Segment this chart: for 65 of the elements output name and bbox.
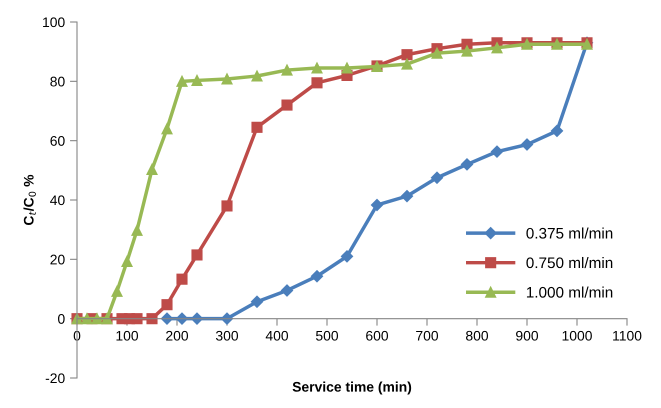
point [311, 62, 323, 74]
point [161, 123, 173, 134]
point [221, 73, 233, 85]
point [280, 284, 294, 297]
point [461, 46, 473, 57]
point [370, 198, 384, 212]
y-tick-label: 40 [50, 195, 65, 206]
y-tick-label: 100 [43, 17, 65, 28]
x-tick-label: 700 [416, 330, 438, 341]
point [131, 224, 143, 236]
point [131, 313, 143, 324]
point [121, 256, 133, 267]
point [191, 249, 203, 260]
x-tick-label: 100 [116, 330, 138, 341]
y-tick-label: 80 [50, 76, 65, 87]
legend-label: 1.000 ml/min [526, 286, 612, 298]
point [251, 122, 263, 133]
point [340, 250, 354, 262]
point [160, 312, 174, 325]
point [81, 313, 93, 324]
point [176, 274, 188, 285]
y-tick-label: 0 [58, 314, 65, 324]
point [341, 62, 353, 74]
x-tick-label: 900 [516, 330, 538, 341]
x-axis-title: Service time (min) [292, 382, 412, 395]
point [430, 172, 444, 184]
point [400, 190, 414, 202]
point [190, 312, 204, 325]
point [401, 58, 413, 70]
point [311, 77, 323, 88]
point [520, 138, 534, 151]
point [431, 48, 443, 59]
x-tick-label: 300 [216, 330, 238, 341]
x-tick-label: 1000 [562, 330, 592, 341]
y-tick-label: 20 [50, 254, 65, 265]
point [401, 49, 413, 60]
x-tick-label: 600 [366, 330, 388, 341]
x-tick-label: 200 [166, 330, 188, 341]
y-axis-title: C$_{t}$/C$_{0}$ % [23, 174, 36, 226]
point [490, 146, 504, 158]
legend-label: 0.375 ml/min [526, 227, 612, 239]
point [191, 74, 203, 86]
x-tick-label: 500 [316, 330, 338, 341]
point [251, 70, 263, 82]
point [146, 164, 158, 175]
point [221, 200, 233, 212]
point [161, 299, 173, 310]
y-tick-label: -20 [46, 373, 65, 384]
point [491, 42, 503, 54]
point [310, 270, 324, 282]
point [111, 286, 123, 297]
x-tick-label: 800 [466, 330, 488, 341]
point [550, 124, 564, 137]
x-tick-label: 400 [266, 330, 288, 341]
point [176, 312, 188, 325]
point [460, 158, 474, 170]
point [281, 100, 293, 111]
point [281, 64, 293, 76]
legend-label: 0.750 ml/min [526, 256, 612, 268]
point [220, 312, 234, 325]
y-tick-label: 60 [50, 136, 65, 146]
point [176, 76, 188, 87]
point [146, 313, 158, 324]
x-tick-label: 1100 [613, 330, 642, 341]
point [250, 296, 264, 308]
